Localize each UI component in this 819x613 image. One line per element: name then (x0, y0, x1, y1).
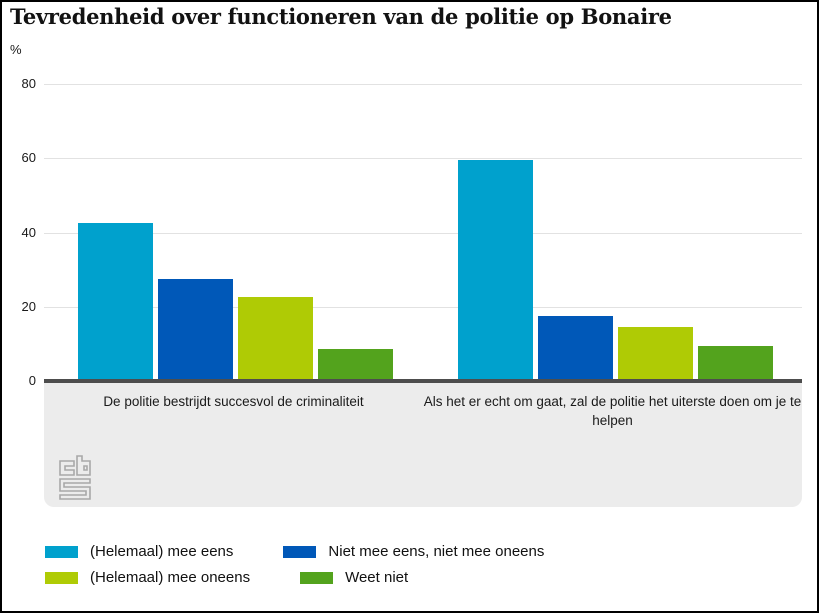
y-tick-label: 20 (21, 299, 36, 314)
legend-label: (Helemaal) mee eens (90, 543, 234, 560)
x-category-label: De politie bestrijdt succesvol de crimin… (103, 394, 364, 409)
chart-title: Tevredenheid over functioneren van de po… (10, 4, 672, 29)
x-axis-band: De politie bestrijdt succesvol de crimin… (44, 383, 802, 507)
cbs-logo-icon (59, 455, 91, 500)
x-category-label: Als het er echt om gaat, zal de politie … (423, 394, 802, 429)
bar (538, 316, 613, 379)
legend-item: Weet niet (300, 569, 408, 586)
gridline (44, 233, 802, 234)
legend-item: (Helemaal) mee eens (45, 543, 233, 560)
y-tick-label: 0 (28, 373, 36, 388)
legend-item: (Helemaal) mee oneens (45, 569, 250, 586)
bar (458, 160, 533, 379)
bar (698, 346, 773, 379)
legend-label: Niet mee eens, niet mee oneens (328, 543, 545, 560)
y-tick-label: 40 (21, 225, 36, 240)
legend-label: (Helemaal) mee oneens (90, 569, 251, 586)
legend-label: Weet niet (345, 569, 409, 586)
gridline (44, 84, 802, 85)
bar (618, 327, 693, 379)
x-axis-line (44, 379, 802, 383)
legend-swatch-icon (300, 571, 334, 584)
gridline (44, 158, 802, 159)
y-tick-label: 80 (21, 76, 36, 91)
bar (158, 279, 233, 379)
y-tick-label: 60 (21, 150, 36, 165)
legend-swatch-icon (45, 545, 78, 558)
gridline (44, 307, 802, 308)
legend-swatch-icon (283, 545, 317, 558)
legend-item: Niet mee eens, niet mee oneens (283, 543, 544, 560)
bar (78, 223, 153, 379)
bar (238, 297, 313, 379)
legend-row: (Helemaal) mee eens Niet mee eens, niet … (45, 543, 544, 560)
y-axis-unit-label: % (10, 42, 22, 57)
legend-row: (Helemaal) mee oneens Weet niet (45, 569, 544, 586)
legend-swatch-icon (45, 571, 78, 584)
bar (318, 349, 393, 379)
legend: (Helemaal) mee eens Niet mee eens, niet … (45, 543, 544, 586)
